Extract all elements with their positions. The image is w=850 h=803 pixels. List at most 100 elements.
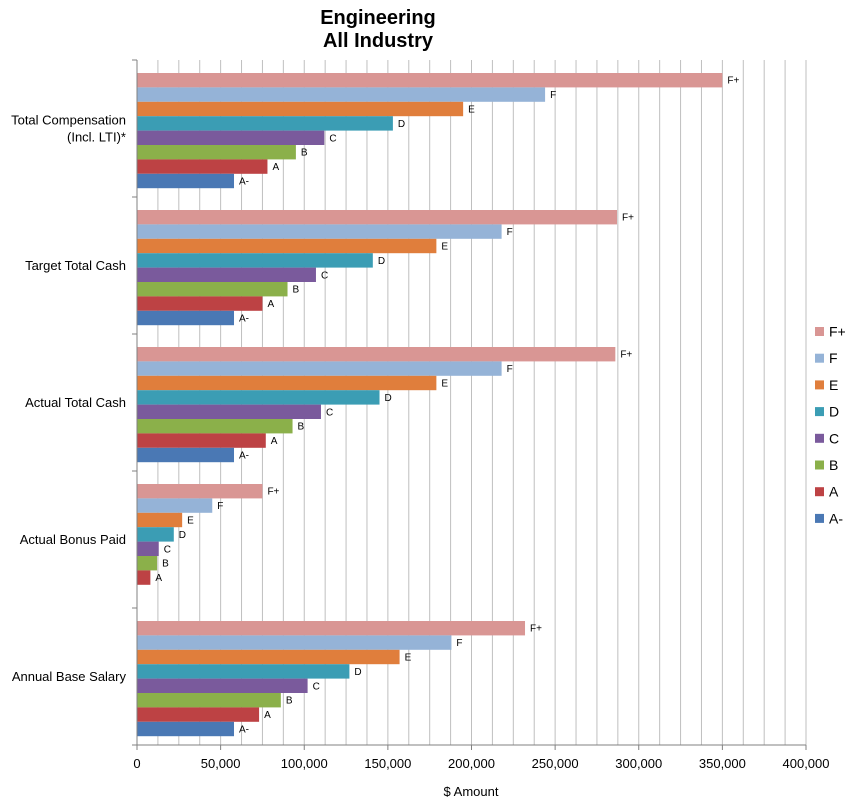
- bar-f-plus: [137, 621, 526, 636]
- bar-a: [137, 159, 268, 174]
- data-label-c: C: [321, 270, 328, 281]
- bar-a: [137, 721, 235, 737]
- data-label-f: F: [217, 501, 223, 512]
- legend-label-b: B: [829, 457, 838, 473]
- data-label-e: E: [187, 516, 194, 527]
- data-label-e: E: [405, 653, 412, 664]
- bar-f: [137, 635, 452, 650]
- bar-f-plus: [137, 484, 263, 499]
- data-label-f-plus: F+: [530, 624, 542, 635]
- bar-f: [137, 224, 502, 239]
- legend-swatch-e: [815, 380, 824, 390]
- x-tick-label: 250,000: [532, 756, 579, 771]
- bar-c: [137, 678, 308, 693]
- data-label-f: F: [507, 364, 513, 375]
- data-label-a: A: [271, 436, 278, 447]
- data-label-a: A-: [239, 314, 249, 325]
- data-label-a: A-: [239, 725, 249, 736]
- category-label-line: Target Total Cash: [25, 258, 126, 273]
- axes: [132, 59, 807, 750]
- bar-a: [137, 173, 235, 189]
- legend-label-f-plus: F+: [829, 324, 846, 340]
- bar-f-plus: [137, 210, 618, 225]
- data-label-c: C: [326, 407, 333, 418]
- x-tick-label: 400,000: [783, 756, 830, 771]
- category-label: Total Compensation (Incl. LTI)*: [11, 113, 126, 145]
- legend-label-c: C: [829, 430, 839, 446]
- bar-b: [137, 419, 293, 434]
- bar-b: [137, 693, 281, 708]
- legend-swatch-a: [815, 487, 824, 497]
- category-label-line: Annual Base Salary: [12, 669, 127, 684]
- data-label-d: D: [378, 256, 385, 267]
- x-tick-label: 50,000: [201, 756, 241, 771]
- legend-swatch-b: [815, 460, 824, 470]
- chart-title-line-1: Engineering: [320, 7, 436, 29]
- data-label-b: B: [298, 422, 305, 433]
- data-label-a: A: [267, 299, 274, 310]
- bar-e: [137, 101, 464, 117]
- bar-c: [137, 404, 321, 419]
- data-label-a: A: [264, 710, 271, 721]
- bar-d: [137, 664, 350, 679]
- data-label-f-plus: F+: [727, 76, 739, 87]
- data-label-b: B: [293, 285, 300, 296]
- bar-f-plus: [137, 347, 616, 362]
- category-labels: Total Compensation (Incl. LTI)* Target Tot…: [11, 113, 126, 685]
- bar-e: [137, 238, 437, 254]
- chart-title: Engineering All Industry: [320, 7, 436, 52]
- data-label-b: B: [162, 559, 169, 570]
- bar-e: [137, 375, 437, 391]
- legend-label-e: E: [829, 377, 838, 393]
- data-label-c: C: [313, 681, 320, 692]
- data-label-e: E: [441, 379, 448, 390]
- data-label-e: E: [441, 242, 448, 253]
- legend-swatch-f-plus: [815, 327, 824, 336]
- data-label-c: C: [329, 133, 336, 144]
- data-label-c: C: [164, 544, 171, 555]
- data-label-f-plus: F+: [622, 213, 634, 224]
- bar-f: [137, 498, 213, 513]
- x-tick-labels: 0 50,000 100,000 150,000 200,000 250,000 300,0…: [133, 756, 829, 771]
- bar-a: [137, 433, 266, 448]
- bar-f: [137, 87, 546, 102]
- data-label-f: F: [456, 638, 462, 649]
- category-label: Actual Total Cash: [25, 395, 126, 410]
- data-label-a: A-: [239, 177, 249, 188]
- category-label: Actual Bonus Paid: [20, 532, 126, 547]
- legend-label-d: D: [829, 404, 839, 420]
- data-label-a: A: [272, 162, 279, 173]
- x-axis-title: $ Amount: [444, 784, 499, 799]
- bar-b: [137, 282, 288, 297]
- x-tick-label: 100,000: [281, 756, 328, 771]
- bar-a: [137, 310, 235, 326]
- bar-a: [137, 296, 263, 311]
- data-label-e: E: [468, 105, 475, 116]
- legend-swatch-c: [815, 433, 824, 443]
- data-label-d: D: [385, 393, 392, 404]
- x-tick-label: 0: [133, 756, 140, 771]
- bar-d: [137, 253, 373, 268]
- legend-label-f: F: [829, 350, 838, 366]
- data-label-b: B: [301, 148, 308, 159]
- bar-d: [137, 390, 380, 405]
- legend-swatch-d: [815, 407, 824, 417]
- category-label-line: (Incl. LTI)*: [67, 130, 126, 145]
- bar-a: [137, 570, 151, 585]
- bars: F+FEDCBAA-F+FEDCBAA-F+FEDCBAA-F+FEDCBAF+…: [137, 73, 739, 737]
- bar-c: [137, 541, 159, 556]
- bar-c: [137, 130, 325, 145]
- category-label-line: Actual Bonus Paid: [20, 532, 126, 547]
- data-label-d: D: [398, 119, 405, 130]
- bar-d: [137, 527, 174, 542]
- data-label-f: F: [550, 90, 556, 101]
- data-label-a: A-: [239, 451, 249, 462]
- data-label-f-plus: F+: [267, 487, 279, 498]
- bar-a: [137, 707, 260, 722]
- x-tick-label: 200,000: [448, 756, 495, 771]
- legend-label-a: A-: [829, 510, 843, 526]
- bar-c: [137, 267, 316, 282]
- bar-b: [137, 145, 296, 160]
